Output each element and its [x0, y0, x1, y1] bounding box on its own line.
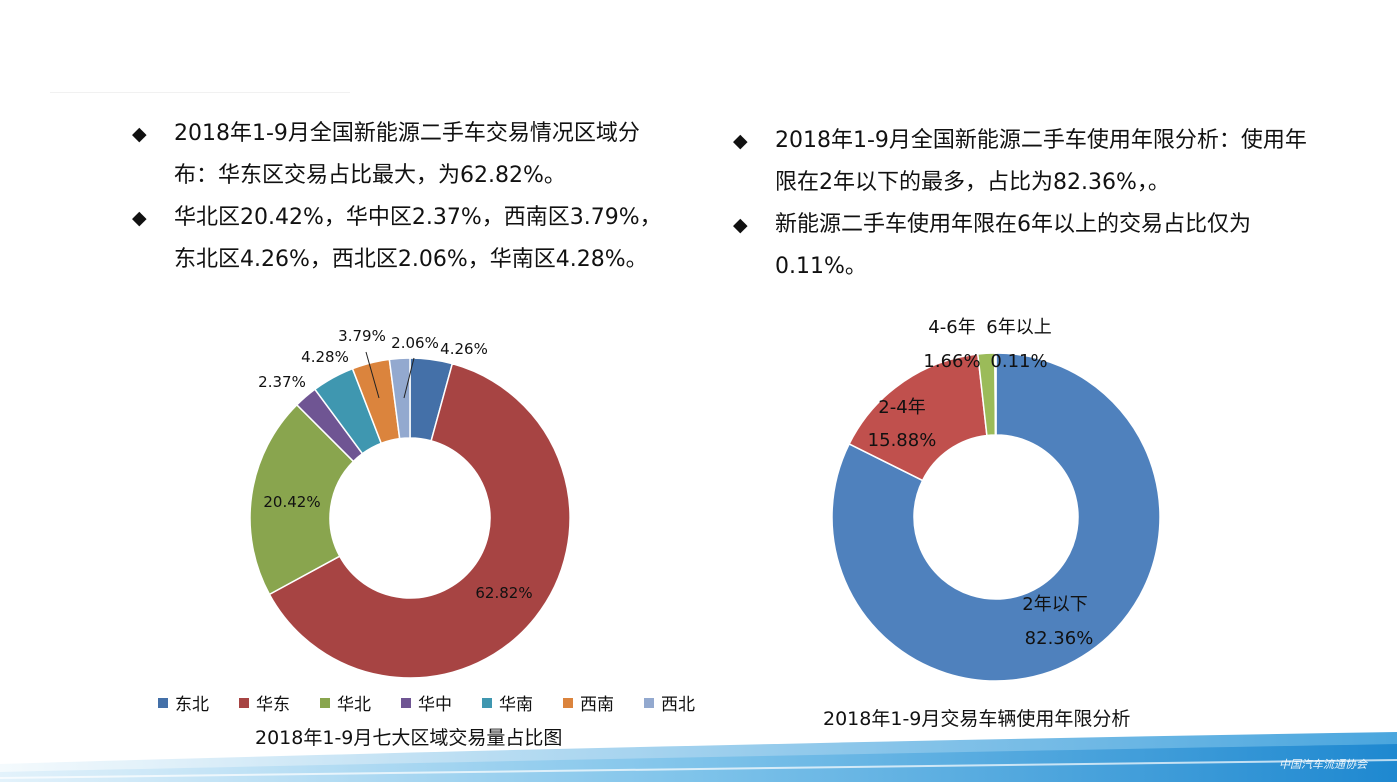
legend-item-西北: 西北 — [644, 690, 695, 715]
slice-2年以下 — [831, 352, 1161, 682]
data-label-2-4年: 15.88% — [868, 430, 937, 451]
region-legend: 东北 华东 华北 华中 华南 西南 西北 — [158, 690, 725, 715]
left-bullet-list: ◆ 2018年1-9月全国新能源二手车交易情况区域分布：华东区交易占比最大，为62… — [132, 113, 677, 281]
diamond-bullet-icon: ◆ — [733, 214, 748, 236]
bullet-item: ◆ 2018年1-9月全国新能源二手车交易情况区域分布：华东区交易占比最大，为62… — [132, 113, 677, 197]
legend-label: 华中 — [418, 695, 452, 715]
legend-label: 华北 — [337, 695, 371, 715]
leader-line-西北 — [403, 357, 415, 399]
legend-label: 华东 — [256, 695, 290, 715]
bullet-item: ◆ 华北区20.42%，华中区2.37%，西南区3.79%，东北区4.26%，西北… — [132, 197, 677, 281]
bullet-text: 新能源二手车使用年限在6年以上的交易占比仅为0.11%。 — [775, 212, 1251, 279]
legend-swatch — [320, 697, 330, 708]
bullet-text: 2018年1-9月全国新能源二手车交易情况区域分布：华东区交易占比最大，为62.… — [174, 121, 640, 188]
slice-2-4年 — [848, 353, 988, 482]
legend-swatch — [644, 697, 654, 708]
slice-6年以上 — [994, 352, 997, 436]
data-label-华东: 62.82% — [475, 584, 532, 602]
category-label-2年以下: 2年以下 — [1022, 594, 1087, 615]
leader-line-西南 — [365, 351, 380, 399]
bullet-item: ◆ 新能源二手车使用年限在6年以上的交易占比仅为0.11%。 — [733, 204, 1308, 288]
legend-label: 西南 — [580, 695, 614, 715]
region-chart-title: 2018年1-9月七大区域交易量占比图 — [255, 727, 563, 749]
slice-华北 — [249, 403, 355, 596]
legend-swatch — [401, 697, 411, 708]
legend-item-华北: 华北 — [320, 690, 371, 715]
legend-swatch — [158, 697, 168, 708]
legend-swatch — [482, 697, 492, 708]
data-label-2年以下: 82.36% — [1025, 628, 1094, 649]
diamond-bullet-icon: ◆ — [132, 207, 147, 229]
data-label-西南: 3.79% — [338, 327, 386, 345]
diamond-bullet-icon: ◆ — [132, 123, 147, 145]
footer-wave-banner — [0, 732, 1397, 782]
association-logo: 中国汽车流通协会 — [1279, 758, 1367, 771]
slice-西北 — [388, 357, 411, 440]
data-label-4-6年: 1.66% — [923, 351, 980, 372]
legend-swatch — [563, 697, 573, 708]
category-label-6年以上: 6年以上 — [986, 317, 1051, 338]
data-label-西北: 2.06% — [391, 334, 439, 352]
data-label-华南: 4.28% — [301, 348, 349, 366]
bullet-item: ◆ 2018年1-9月全国新能源二手车使用年限分析：使用年限在2年以下的最多，占比… — [733, 120, 1308, 204]
right-bullet-list: ◆ 2018年1-9月全国新能源二手车使用年限分析：使用年限在2年以下的最多，占比… — [733, 120, 1308, 288]
data-label-华中: 2.37% — [258, 373, 306, 391]
legend-item-华南: 华南 — [482, 690, 533, 715]
legend-item-西南: 西南 — [563, 690, 614, 715]
data-label-华北: 20.42% — [263, 493, 320, 511]
slice-华东 — [268, 362, 571, 679]
legend-swatch — [239, 697, 249, 708]
data-label-6年以上: 0.11% — [990, 351, 1047, 372]
legend-label: 华南 — [499, 695, 533, 715]
bullet-text: 华北区20.42%，华中区2.37%，西南区3.79%，东北区4.26%，西北区… — [174, 205, 662, 272]
category-label-2-4年: 2-4年 — [878, 397, 925, 418]
legend-item-华中: 华中 — [401, 690, 452, 715]
legend-label: 东北 — [175, 695, 209, 715]
diamond-bullet-icon: ◆ — [733, 130, 748, 152]
bullet-text: 2018年1-9月全国新能源二手车使用年限分析：使用年限在2年以下的最多，占比为… — [775, 128, 1307, 195]
legend-item-东北: 东北 — [158, 690, 209, 715]
legend-item-华东: 华东 — [239, 690, 290, 715]
category-label-4-6年: 4-6年 — [928, 317, 975, 338]
top-divider — [50, 92, 350, 93]
legend-label: 西北 — [661, 695, 695, 715]
age-chart-title: 2018年1-9月交易车辆使用年限分析 — [823, 708, 1131, 730]
data-label-东北: 4.26% — [440, 340, 488, 358]
